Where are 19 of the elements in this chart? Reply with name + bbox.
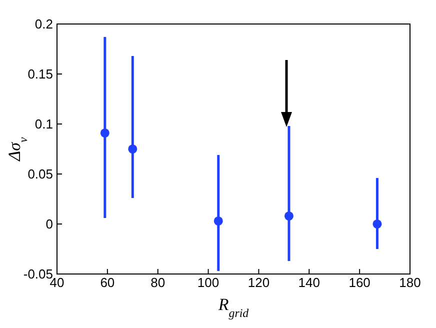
x-tick-label: 80 (150, 275, 166, 290)
point (284, 211, 294, 221)
x-tick-label: 160 (348, 275, 370, 290)
x-tick-label: 120 (248, 275, 270, 290)
y-tick-label: 0.05 (28, 166, 53, 182)
point (128, 144, 138, 154)
y-tick-label: 0.1 (34, 116, 53, 132)
y-tick-label: 0 (46, 216, 53, 232)
x-tick-label: 100 (197, 275, 220, 290)
point (100, 128, 110, 138)
y-tick-label: 0.15 (28, 66, 53, 82)
x-tick-label: 180 (399, 275, 421, 290)
point (214, 216, 223, 226)
y-tick-label: 0.2 (34, 16, 53, 32)
x-tick-label: 140 (298, 275, 320, 290)
x-tick-label: 60 (100, 275, 115, 290)
x-axis-title: R$_{grid}$ (217, 295, 249, 320)
y-tick-label: -0.05 (23, 266, 53, 282)
point (372, 219, 382, 229)
